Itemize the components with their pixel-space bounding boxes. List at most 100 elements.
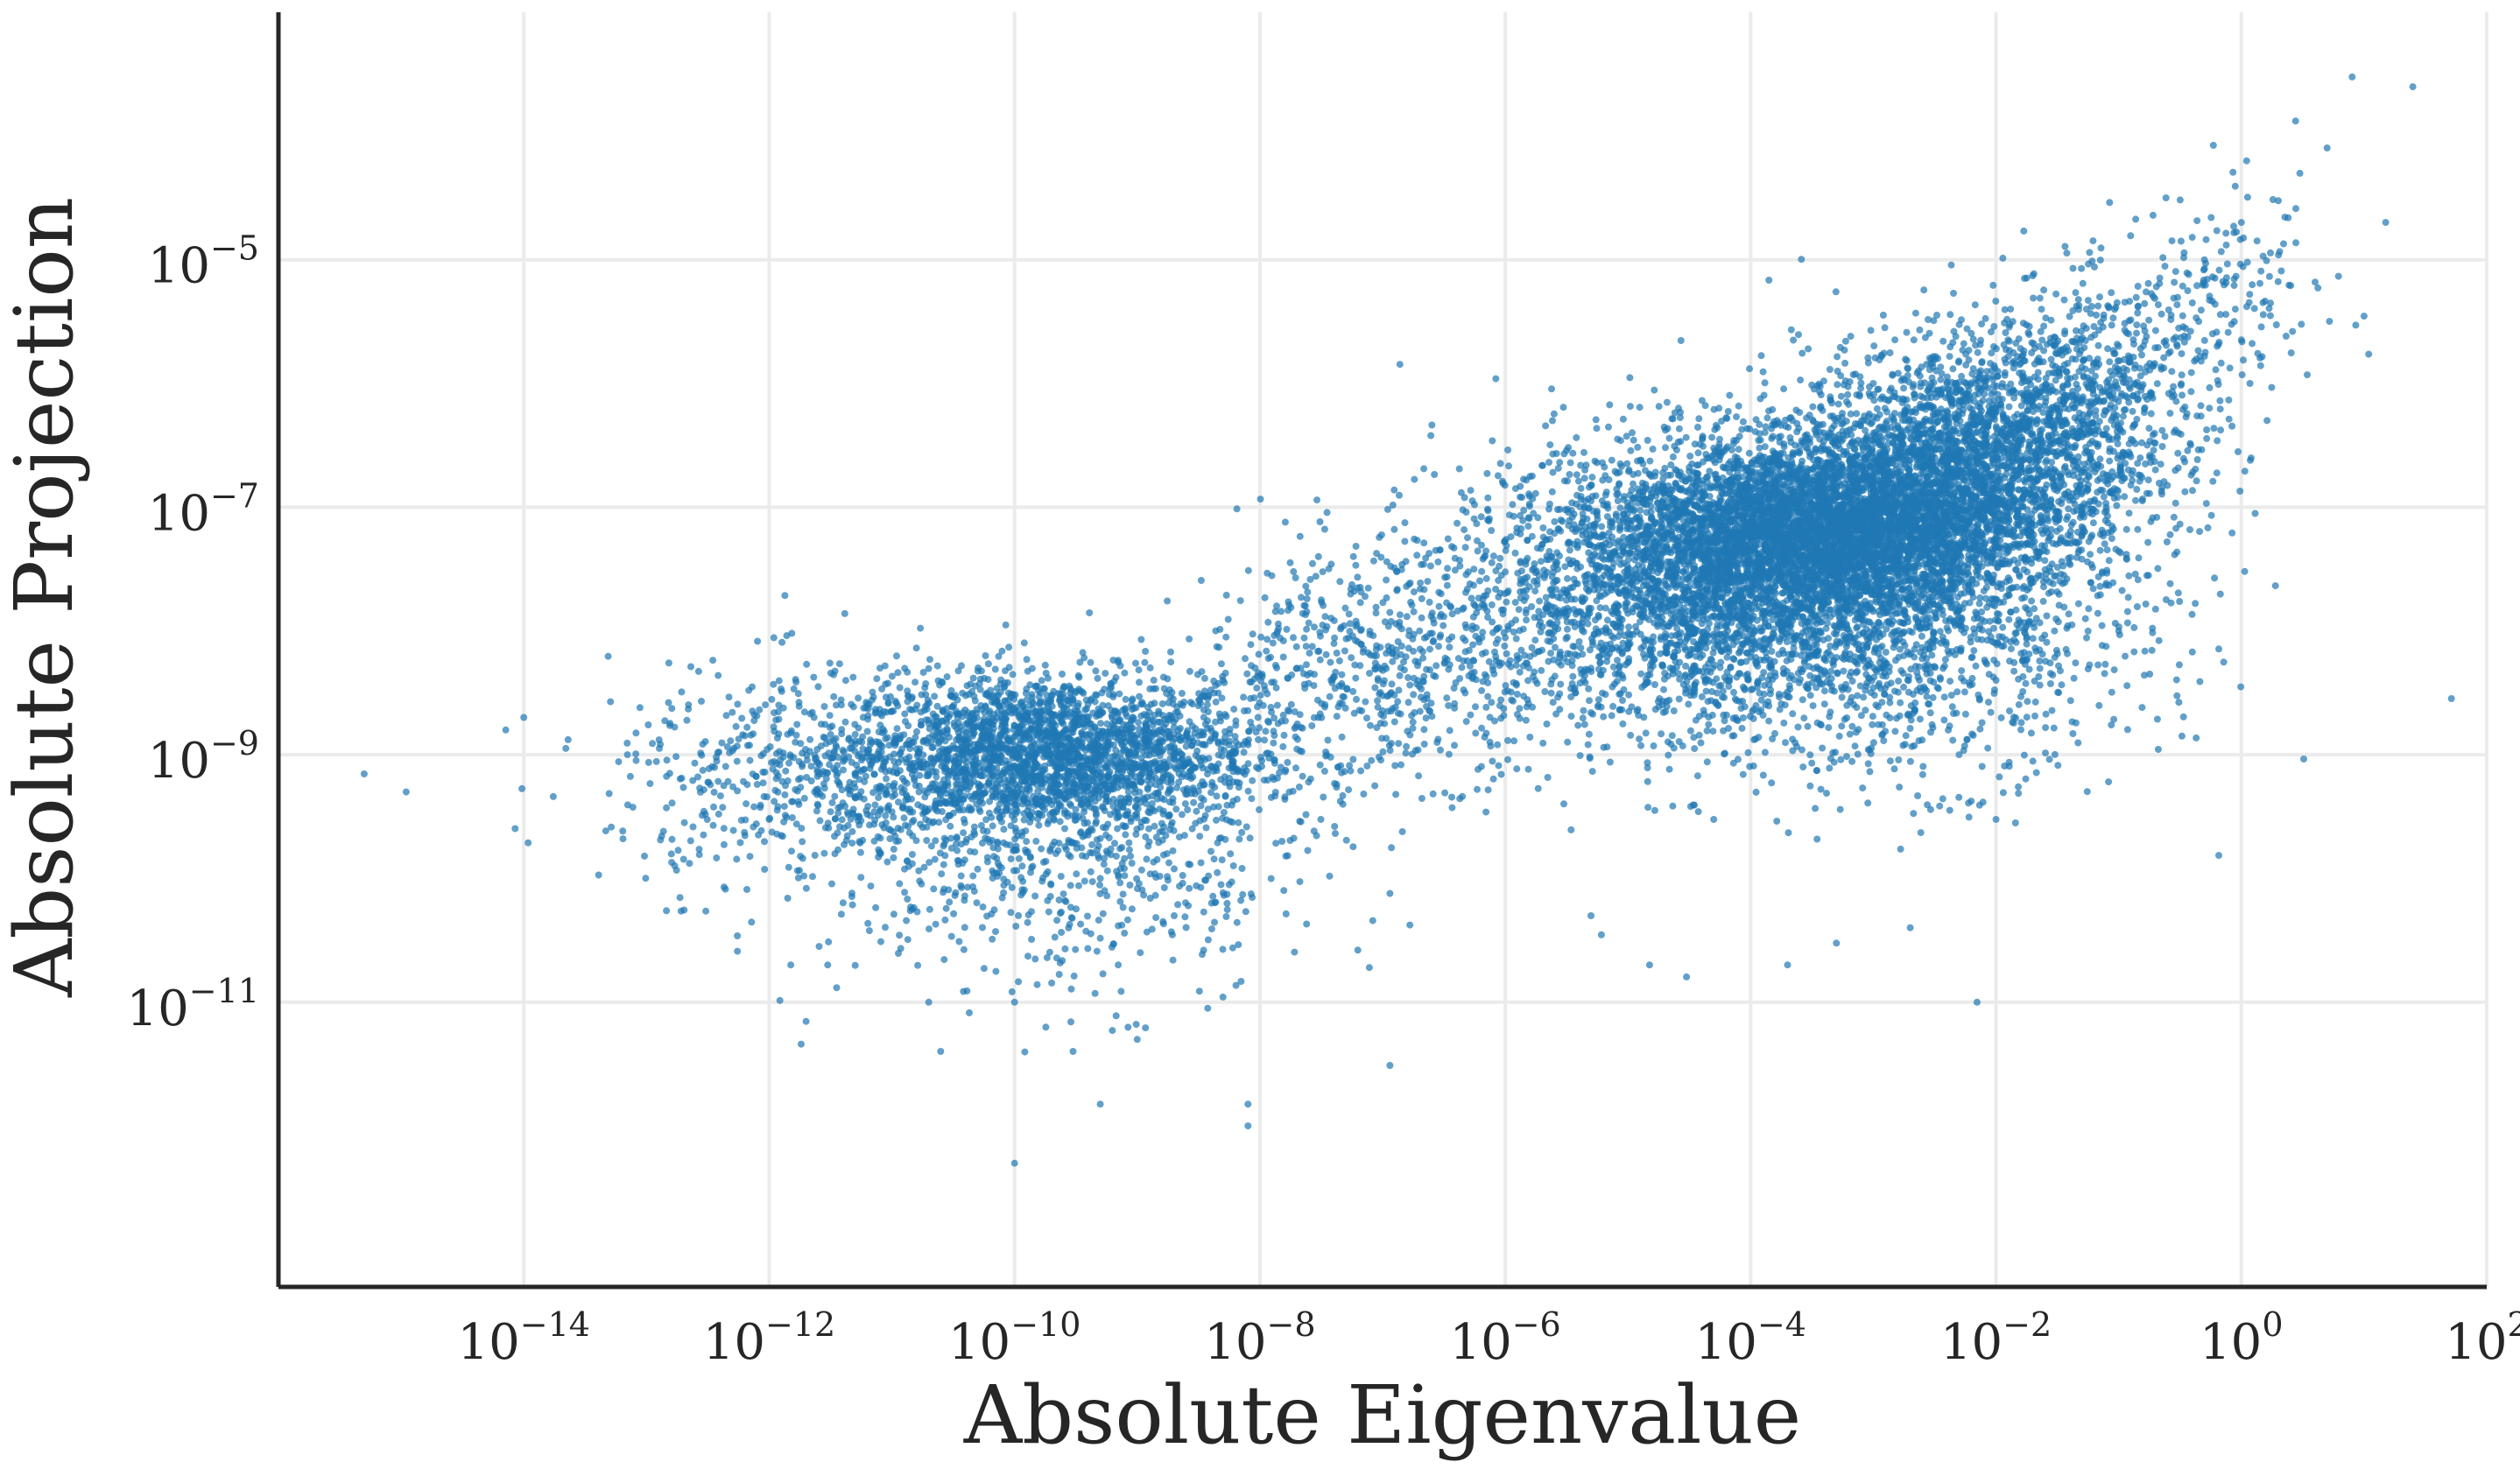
data-point <box>1178 690 1186 697</box>
data-point <box>743 886 750 893</box>
data-point <box>663 907 671 915</box>
data-point <box>1065 792 1073 800</box>
data-point <box>790 685 798 692</box>
data-point <box>977 743 985 750</box>
data-point <box>870 770 878 778</box>
data-point <box>1248 662 1255 670</box>
data-point <box>1047 728 1055 736</box>
data-point <box>1152 914 1160 922</box>
data-point <box>788 814 796 821</box>
data-point <box>1116 879 1124 887</box>
data-point <box>720 825 728 833</box>
data-point <box>1436 633 1444 641</box>
data-point <box>1021 1048 1029 1056</box>
data-point <box>1077 754 1085 761</box>
data-point <box>1030 739 1038 747</box>
data-point <box>694 667 702 675</box>
data-point <box>1316 656 1324 664</box>
data-point <box>1235 819 1242 826</box>
data-point <box>813 807 820 815</box>
data-point <box>1181 913 1189 921</box>
data-point <box>905 722 912 729</box>
data-point <box>1497 770 1505 778</box>
data-point <box>903 917 911 924</box>
data-point <box>1373 550 1381 558</box>
data-point <box>1267 875 1275 882</box>
data-point <box>1054 733 1062 741</box>
data-point <box>1073 772 1081 780</box>
data-point <box>1545 459 1552 467</box>
data-point <box>1052 954 1060 962</box>
data-point <box>1225 779 1233 787</box>
data-point <box>1026 854 1034 861</box>
data-point <box>1022 790 1030 797</box>
data-point <box>1267 793 1275 801</box>
data-point <box>1066 903 1074 911</box>
data-point <box>1254 713 1262 721</box>
data-point <box>901 664 909 672</box>
data-point <box>1694 424 1701 431</box>
data-point <box>801 746 809 753</box>
data-point <box>1171 763 1179 771</box>
data-point <box>1369 557 1377 565</box>
data-point <box>1377 710 1385 718</box>
data-point <box>807 777 815 784</box>
data-point <box>672 753 680 761</box>
data-point <box>1093 770 1101 778</box>
data-point <box>736 839 744 847</box>
data-point <box>1283 625 1291 633</box>
data-point <box>1222 591 1230 599</box>
data-point <box>1510 697 1517 705</box>
data-point <box>822 740 830 748</box>
data-point <box>1324 736 1332 744</box>
data-point <box>992 790 1000 798</box>
data-point <box>1585 730 1593 738</box>
data-point <box>1207 727 1215 735</box>
data-point <box>1435 643 1442 650</box>
data-point <box>1336 798 1344 805</box>
data-point <box>1031 955 1039 963</box>
data-point <box>1410 588 1418 596</box>
data-point <box>855 766 862 774</box>
data-point <box>1726 391 1734 399</box>
data-point <box>1181 800 1189 808</box>
data-point <box>893 725 901 733</box>
data-point <box>1258 763 1265 770</box>
data-point <box>1420 672 1428 680</box>
data-point <box>1451 699 1459 707</box>
data-point <box>1208 778 1216 786</box>
data-point <box>1054 751 1062 759</box>
data-point <box>1227 850 1235 858</box>
data-point <box>794 874 802 882</box>
data-point <box>1303 625 1311 633</box>
data-point <box>915 749 923 756</box>
data-point <box>759 749 767 757</box>
data-point <box>908 860 916 868</box>
data-point <box>828 798 836 806</box>
data-point <box>1009 738 1016 746</box>
data-point <box>1665 434 1673 442</box>
data-point <box>1066 757 1073 765</box>
data-point <box>960 829 968 837</box>
data-point <box>1244 787 1252 795</box>
data-point <box>1122 710 1130 718</box>
data-point <box>1724 408 1732 415</box>
data-point <box>1319 568 1327 576</box>
data-point <box>1141 658 1149 666</box>
data-point <box>1335 657 1343 664</box>
data-point <box>1110 678 1118 685</box>
data-point <box>1342 836 1350 844</box>
data-point <box>1200 687 1208 695</box>
data-point <box>1052 850 1059 857</box>
data-point <box>756 706 764 713</box>
data-point <box>1015 854 1023 862</box>
data-point <box>986 707 994 715</box>
data-point <box>1193 747 1201 755</box>
data-point <box>1372 609 1380 617</box>
data-point <box>1078 739 1086 747</box>
data-point <box>1351 636 1359 644</box>
data-point <box>1293 745 1301 753</box>
data-point <box>1264 777 1271 784</box>
data-point <box>912 644 920 652</box>
data-point <box>978 706 986 713</box>
